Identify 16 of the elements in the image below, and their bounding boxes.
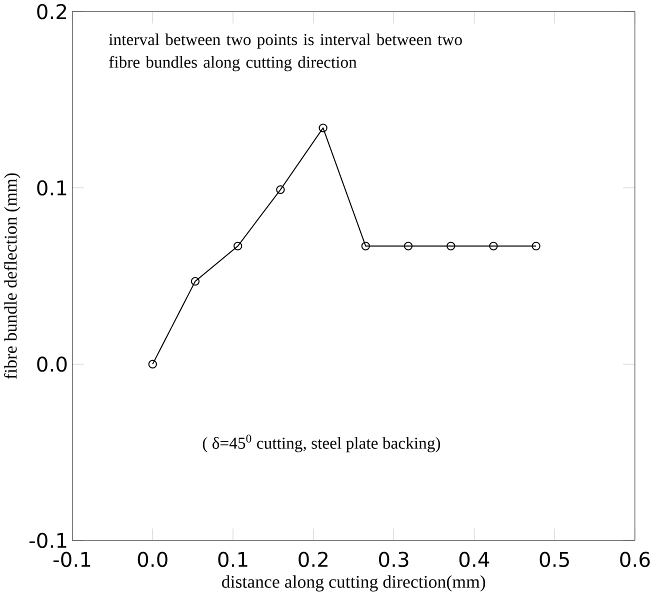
y-tick-label: -0.1 (30, 532, 66, 548)
x-tick-label: 0.3 (379, 552, 408, 567)
y-axis-title: fibre bundle deflection (mm) (4, 173, 20, 379)
x-tick-label: 0.6 (620, 552, 650, 567)
y-tick-label: 0.0 (37, 356, 67, 372)
annotation: ( δ=45$^{0}$ cutting, steel plate backing) (202, 434, 440, 452)
x-tick-label: 0.5 (540, 552, 569, 567)
y-tick-label: 0.2 (37, 4, 66, 20)
x-tick-label: 0.4 (459, 552, 490, 567)
x-tick-label: 0.0 (138, 552, 168, 567)
annotation: interval between two points is interval between two fibre bundles along cutting direction (108, 33, 462, 72)
y-tick-label: 0.1 (37, 180, 66, 196)
x-axis-title: distance along cutting direction(mm) (222, 575, 486, 592)
x-tick-label: -0.1 (53, 552, 90, 567)
x-tick-label: 0.1 (218, 552, 248, 567)
x-tick-label: 0.2 (298, 552, 328, 567)
